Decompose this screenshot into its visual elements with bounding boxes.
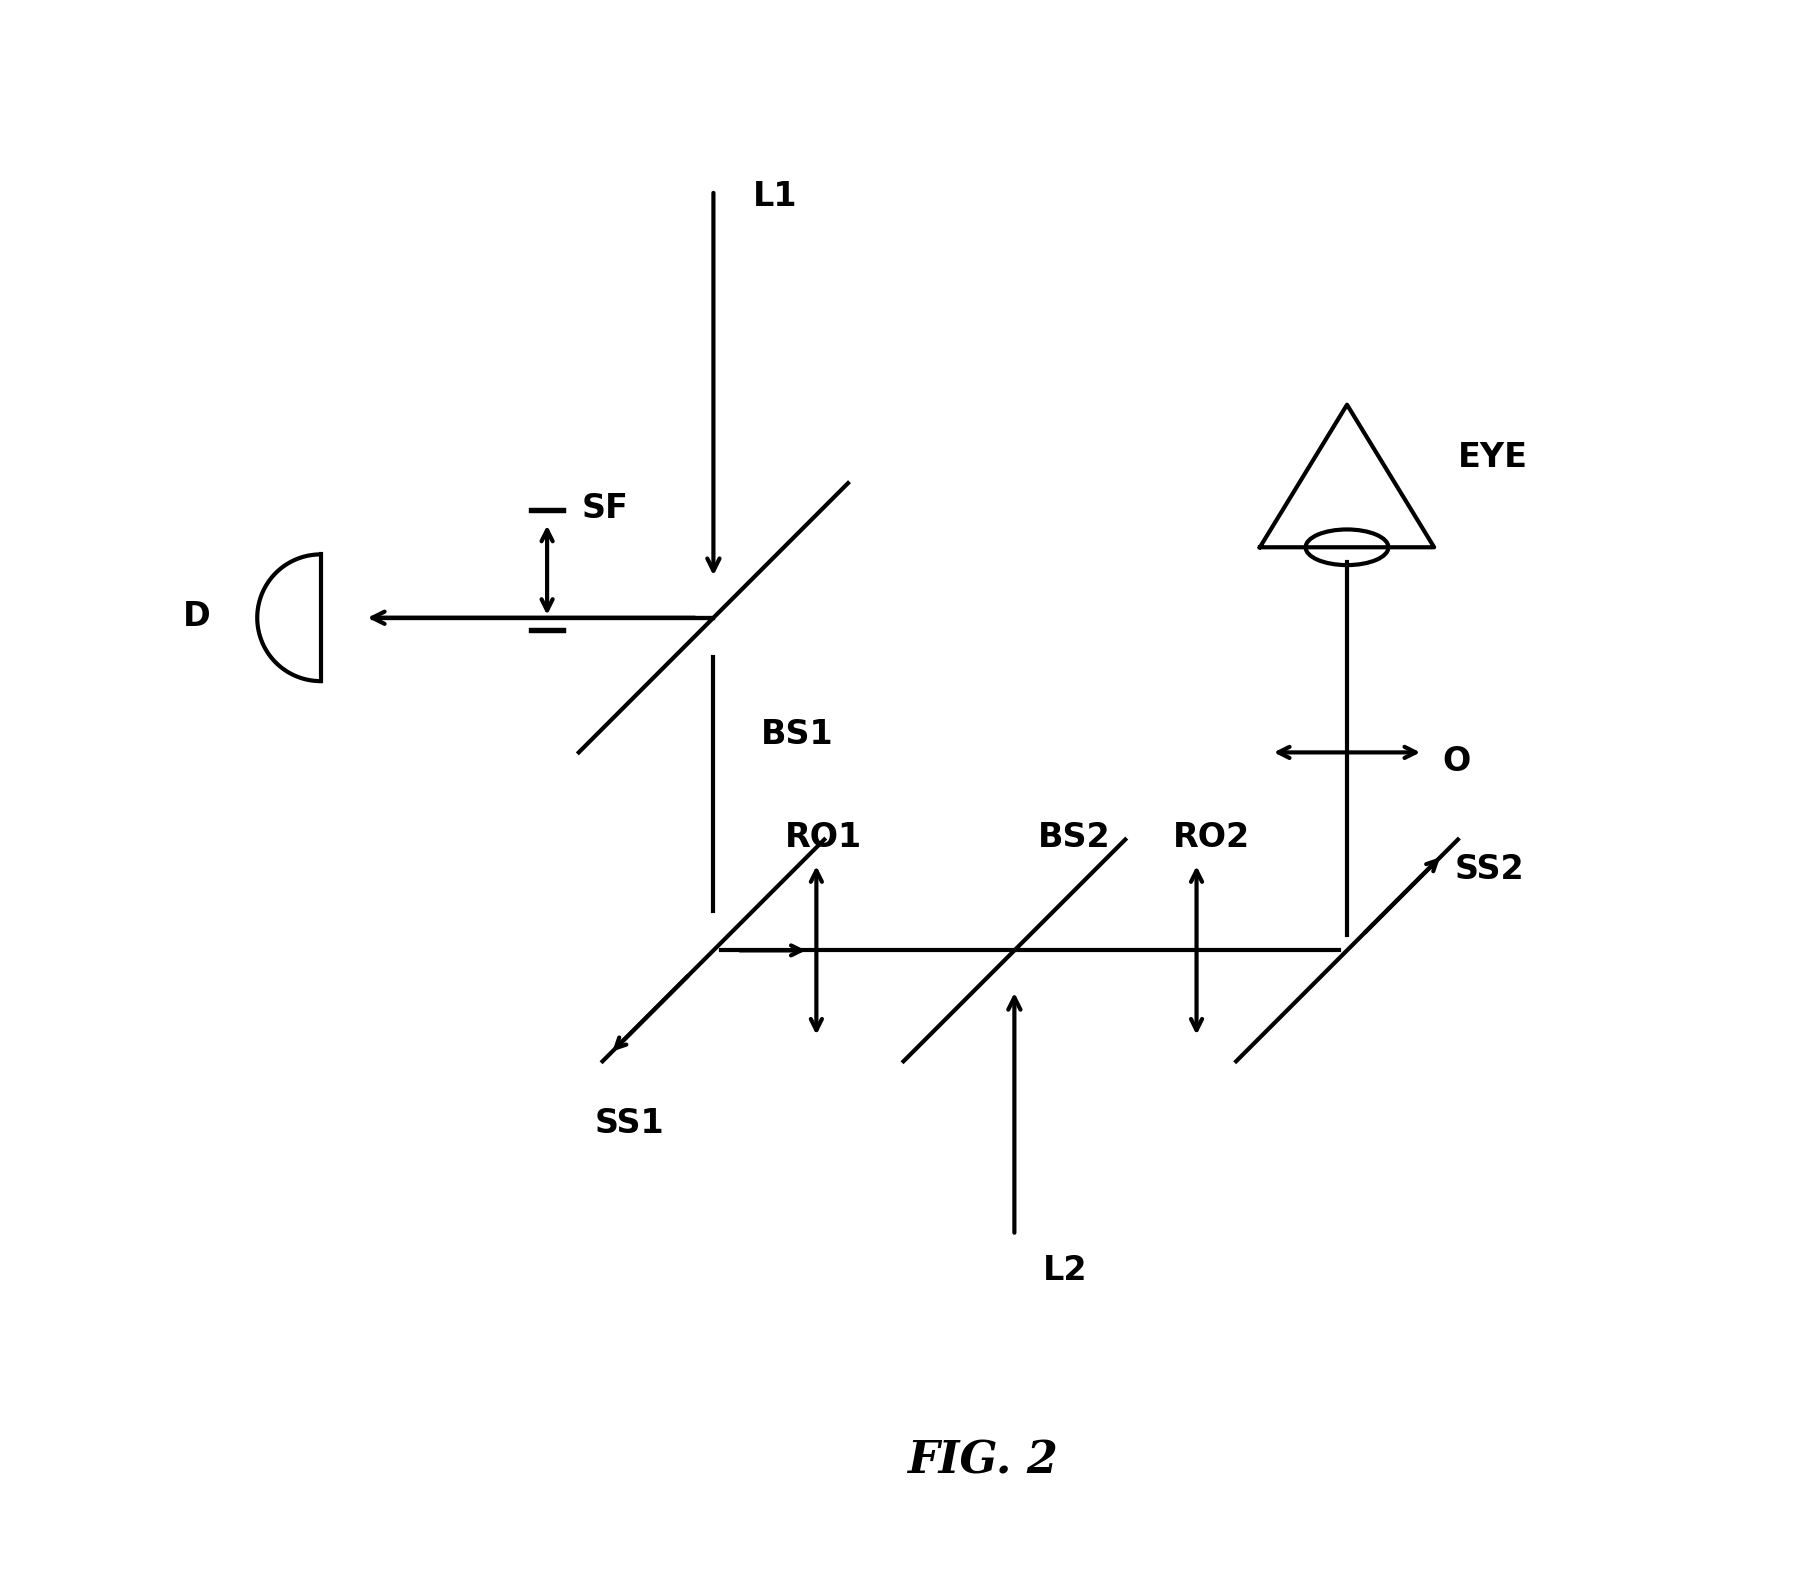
- Text: BS1: BS1: [761, 719, 833, 751]
- Text: BS2: BS2: [1039, 822, 1111, 854]
- Text: FIG. 2: FIG. 2: [907, 1440, 1059, 1483]
- Text: SS1: SS1: [595, 1107, 665, 1139]
- Text: SS2: SS2: [1455, 854, 1525, 885]
- Text: D: D: [183, 600, 211, 632]
- Text: RO2: RO2: [1173, 822, 1250, 854]
- Text: SF: SF: [582, 493, 629, 524]
- Text: EYE: EYE: [1458, 442, 1529, 474]
- Text: O: O: [1442, 746, 1471, 778]
- Text: RO1: RO1: [784, 822, 862, 854]
- Text: L1: L1: [754, 181, 797, 212]
- Text: L2: L2: [1043, 1255, 1088, 1286]
